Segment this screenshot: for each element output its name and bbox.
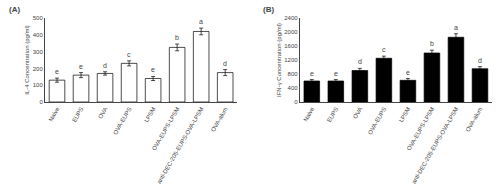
- svg-text:OVA-alum: OVA-alum: [210, 106, 229, 133]
- svg-text:OVA-EUPS: OVA-EUPS: [112, 106, 132, 135]
- svg-text:800: 800: [288, 71, 299, 77]
- svg-text:500: 500: [33, 15, 44, 21]
- svg-text:400: 400: [288, 85, 299, 91]
- svg-text:d: d: [103, 62, 107, 69]
- svg-text:(A): (A): [9, 5, 20, 14]
- svg-text:IL-4 Concentration (pg/ml): IL-4 Concentration (pg/ml): [24, 25, 30, 95]
- svg-text:b: b: [175, 34, 179, 41]
- svg-text:e: e: [310, 70, 314, 77]
- svg-text:2000: 2000: [284, 29, 298, 35]
- svg-text:400: 400: [33, 32, 44, 38]
- svg-text:Naive: Naive: [48, 106, 61, 123]
- svg-text:200: 200: [33, 66, 44, 72]
- svg-text:a: a: [454, 24, 458, 31]
- svg-text:2400: 2400: [284, 15, 298, 21]
- svg-text:d: d: [223, 60, 227, 67]
- svg-text:c: c: [127, 51, 131, 58]
- svg-text:a: a: [199, 18, 203, 25]
- svg-text:d: d: [478, 57, 482, 64]
- svg-text:d: d: [358, 58, 362, 65]
- svg-text:OVA-EUPS: OVA-EUPS: [367, 106, 387, 135]
- svg-text:c: c: [382, 46, 386, 53]
- svg-text:LPSM: LPSM: [398, 106, 411, 123]
- svg-text:OVA-EUPS-LPSM: OVA-EUPS-LPSM: [151, 106, 181, 151]
- svg-text:OVA: OVA: [97, 106, 108, 120]
- svg-text:100: 100: [33, 82, 44, 88]
- svg-text:b: b: [430, 40, 434, 47]
- svg-text:EUPS: EUPS: [71, 106, 84, 123]
- svg-text:LPSM: LPSM: [143, 106, 156, 123]
- svg-text:1600: 1600: [284, 43, 298, 49]
- svg-text:e: e: [406, 69, 410, 76]
- svg-text:OVA-EUPS-LPSM: OVA-EUPS-LPSM: [406, 106, 436, 151]
- svg-text:e: e: [55, 68, 59, 75]
- svg-text:e: e: [334, 70, 338, 77]
- svg-text:0: 0: [39, 99, 43, 105]
- svg-text:1200: 1200: [284, 57, 298, 63]
- svg-text:anti-DEC-205-EUPS-OVA-LPSM: anti-DEC-205-EUPS-OVA-LPSM: [156, 106, 205, 185]
- svg-text:(B): (B): [263, 5, 274, 14]
- svg-text:300: 300: [33, 49, 44, 55]
- svg-text:OVA: OVA: [352, 106, 363, 120]
- svg-text:IFN-γ Concentration (pg/ml): IFN-γ Concentration (pg/ml): [276, 23, 282, 97]
- svg-text:EUPS: EUPS: [326, 106, 339, 123]
- svg-text:0: 0: [294, 99, 298, 105]
- svg-text:e: e: [79, 63, 83, 70]
- svg-text:anti-DEC-205-EUPS-OVA-LPSM: anti-DEC-205-EUPS-OVA-LPSM: [411, 106, 460, 185]
- svg-text:e: e: [151, 66, 155, 73]
- svg-text:Naive: Naive: [302, 106, 315, 123]
- svg-text:OVA-alum: OVA-alum: [465, 106, 484, 133]
